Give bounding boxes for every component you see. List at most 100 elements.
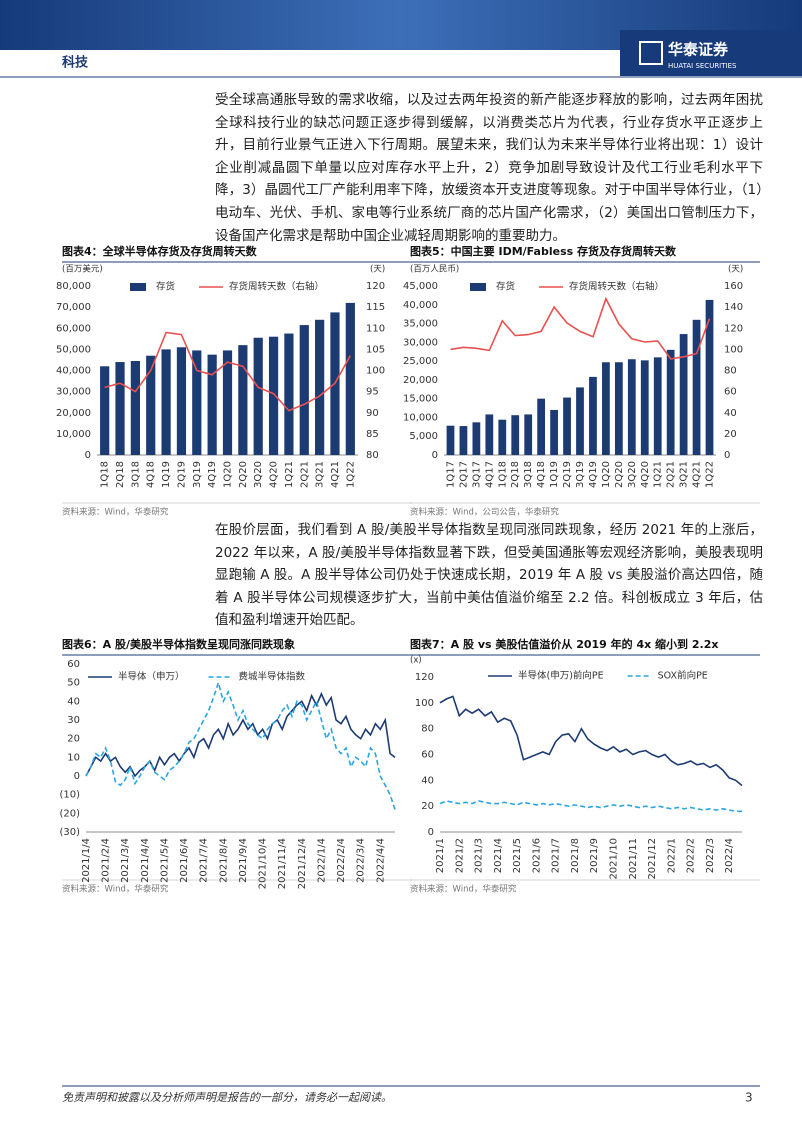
x-tick-label: 2021/12 <box>647 838 658 880</box>
x-tick-label: 3Q19 <box>192 461 203 488</box>
y-tick-label: 40 <box>421 775 434 786</box>
series-line <box>85 679 396 810</box>
x-tick-label: 2Q17 <box>458 461 469 488</box>
x-tick-label: 1Q22 <box>345 461 356 488</box>
x-tick-label: 3Q18 <box>130 461 141 488</box>
series-line <box>85 691 396 778</box>
x-tick-label: 1Q21 <box>284 461 295 488</box>
x-tick-label: 2Q21 <box>666 461 677 488</box>
x-tick-label: 3Q20 <box>627 461 638 488</box>
bar <box>640 360 649 455</box>
y2-tick-label: 90 <box>366 408 379 419</box>
y2-tick-label: 100 <box>724 344 743 355</box>
x-tick-label: 3Q17 <box>471 461 482 488</box>
x-tick-label: 2Q21 <box>299 461 310 488</box>
x-tick-label: 2021/6/4 <box>179 838 190 883</box>
figure-title: 图表7：A 股 vs 美股估值溢价从 2019 年的 4x 缩小到 2.2x <box>410 637 718 651</box>
bar <box>130 360 140 455</box>
x-tick-label: 2021/7/4 <box>199 838 210 883</box>
legend-swatch <box>470 283 486 291</box>
bar <box>705 299 714 455</box>
brand-en: HUATAI SECURITIES <box>668 62 737 70</box>
x-tick-label: 1Q18 <box>100 461 111 488</box>
y-tick-label: 30,000 <box>403 337 438 348</box>
bar <box>238 345 248 455</box>
legend-swatch <box>130 283 146 291</box>
bar <box>161 349 171 455</box>
y-tick-label: 0 <box>432 450 438 461</box>
x-tick-label: 2022/1/4 <box>316 838 327 883</box>
x-tick-label: 2021/11/4 <box>277 838 288 889</box>
y-tick-label: 120 <box>415 672 434 683</box>
y2-tick-label: 105 <box>366 344 385 355</box>
x-tick-label: 2Q20 <box>614 461 625 488</box>
bar <box>446 425 455 455</box>
bar <box>666 349 675 455</box>
y-tick-label: 10 <box>67 752 80 763</box>
y-tick-label: 15,000 <box>403 394 438 405</box>
y-tick-label: (10) <box>59 790 80 801</box>
bar <box>692 319 701 455</box>
bar <box>524 414 533 455</box>
x-tick-label: 2021/8 <box>570 838 581 873</box>
bar <box>176 347 187 455</box>
legend-label: 存货 <box>496 281 515 293</box>
brand: 华泰证券 <box>668 41 729 59</box>
figure-source: 资料来源：Wind，华泰研究 <box>62 884 169 895</box>
bar <box>192 350 202 455</box>
bar <box>115 362 125 455</box>
bar <box>627 359 636 455</box>
legend-label: 费城半导体指数 <box>239 671 306 683</box>
y2-tick-label: 80 <box>366 450 379 461</box>
x-tick-label: 2022/4 <box>724 838 735 873</box>
y2-tick-label: 115 <box>366 302 385 313</box>
bar <box>253 337 263 455</box>
x-tick-label: 4Q18 <box>146 461 157 488</box>
y2-tick-label: 160 <box>724 281 743 292</box>
x-tick-label: 1Q17 <box>445 461 456 488</box>
x-tick-label: 2022/2/4 <box>336 838 347 883</box>
y-tick-label: 35,000 <box>403 319 438 330</box>
bar <box>563 397 571 455</box>
x-tick-label: 2021/8/4 <box>218 838 229 883</box>
series-line <box>439 695 743 787</box>
bar <box>485 414 494 455</box>
bar <box>602 362 610 455</box>
x-tick-label: 2021/10/4 <box>258 838 269 889</box>
legend-label: SOX前向PE <box>658 670 708 682</box>
x-tick-label: 4Q20 <box>269 461 280 488</box>
legend-label: 存货周转天数（右轴） <box>569 281 664 293</box>
figure-title: 图表4：全球半导体存货及存货周转天数 <box>62 244 258 258</box>
legend-label: 半导体（申万） <box>118 671 185 683</box>
y-tick-label: 20 <box>421 801 434 812</box>
bar <box>679 334 688 455</box>
logo-bg <box>620 30 802 76</box>
x-tick-label: 2021/5/4 <box>159 838 170 883</box>
x-tick-label: 4Q17 <box>484 461 495 488</box>
x-tick-label: 2Q20 <box>238 461 249 488</box>
paragraph: 受全球高通胀导致的需求收缩，以及过去两年投资的新产能逐步释放的影响，过去两年困扰… <box>215 92 763 244</box>
figure-source: 资料来源：Wind，华泰研究 <box>62 507 169 518</box>
bar <box>511 415 520 455</box>
y-tick-label: 5,000 <box>409 431 438 442</box>
x-tick-label: 2022/4/4 <box>375 838 386 883</box>
legend-label: 存货周转天数（右轴） <box>229 281 324 293</box>
y2-tick-label: 110 <box>366 323 385 334</box>
x-tick-label: 4Q21 <box>330 461 341 488</box>
bar <box>146 355 156 455</box>
bar <box>345 302 355 455</box>
x-tick-label: 2022/1 <box>666 838 677 873</box>
y2-tick-label: 80 <box>724 366 737 377</box>
y-tick-label: 60 <box>67 659 80 670</box>
y-axis-unit: (x) <box>410 656 422 666</box>
bar <box>100 366 110 455</box>
y2-axis-unit: (天) <box>370 265 385 275</box>
x-tick-label: 3Q19 <box>575 461 586 488</box>
y-tick-label: 10,000 <box>403 412 438 423</box>
figure-title: 图表5：中国主要 IDM/Fabless 存货及存货周转天数 <box>410 244 677 258</box>
y-tick-label: 40,000 <box>56 366 91 377</box>
figure-source: 资料来源：Wind，华泰研究 <box>410 884 517 895</box>
x-tick-label: 2021/12/4 <box>297 838 308 889</box>
